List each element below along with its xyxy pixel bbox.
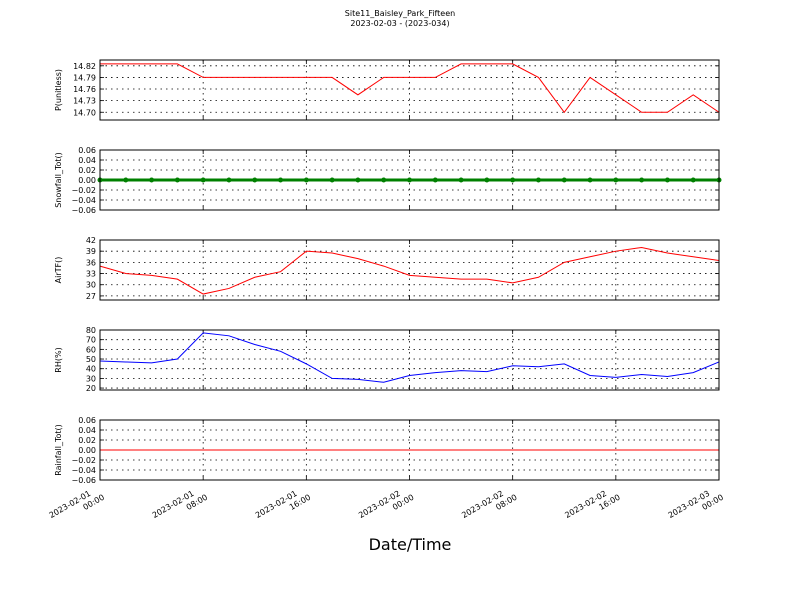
series-marker xyxy=(664,177,670,183)
y-tick-label: 30 xyxy=(86,281,96,290)
series-marker xyxy=(329,177,335,183)
y-axis-label: Snowfall_Tot() xyxy=(54,152,63,208)
series-marker xyxy=(123,177,129,183)
y-tick-label: 0.02 xyxy=(78,436,96,445)
y-axis-label: AirTF() xyxy=(54,257,63,284)
series-marker xyxy=(355,177,361,183)
y-tick-label: 0.00 xyxy=(78,176,96,185)
series-marker xyxy=(587,177,593,183)
y-tick-label: 33 xyxy=(86,270,96,279)
x-tick-label: 2023-02-01 16:00 xyxy=(254,484,312,529)
series-marker xyxy=(278,177,284,183)
series-line xyxy=(99,246,720,295)
x-tick-label: 2023-02-02 00:00 xyxy=(357,484,415,529)
series-marker xyxy=(432,177,438,183)
y-tick-label: 14.70 xyxy=(73,108,96,117)
plot-frame xyxy=(99,59,720,121)
y-tick-label: 0.04 xyxy=(78,426,96,435)
y-axis-label: P(unitless) xyxy=(54,69,63,111)
series-marker xyxy=(458,177,464,183)
chart-subtitle: 2023-02-03 - (2023-034) xyxy=(350,19,449,28)
y-tick-label: 0.04 xyxy=(78,156,96,165)
plot-frame xyxy=(99,239,720,301)
y-tick-label: 39 xyxy=(86,247,96,256)
series-marker xyxy=(149,177,155,183)
plot-frame xyxy=(99,149,720,211)
y-axis-label: Rainfall_Tot() xyxy=(54,424,63,476)
y-tick-label: 0.00 xyxy=(78,446,96,455)
y-tick-label: 0.02 xyxy=(78,166,96,175)
y-tick-label: 60 xyxy=(86,345,96,354)
y-tick-label: 20 xyxy=(86,384,96,393)
y-tick-label: 40 xyxy=(86,365,96,374)
series-marker xyxy=(407,177,412,183)
y-tick-label: 14.79 xyxy=(73,73,96,82)
y-tick-label: −0.06 xyxy=(71,476,96,485)
y-tick-label: 14.82 xyxy=(73,62,96,71)
x-tick-label: 2023-02-03 00:00 xyxy=(667,484,725,529)
series-marker xyxy=(535,177,541,183)
y-axis-label: RH(%) xyxy=(54,347,63,372)
x-tick-label: 2023-02-01 08:00 xyxy=(151,484,209,529)
series-line xyxy=(99,332,720,383)
x-axis-label: Date/Time xyxy=(369,535,452,554)
series-marker xyxy=(174,177,180,183)
plot-frame xyxy=(99,419,720,481)
series-marker xyxy=(690,177,696,183)
y-tick-label: 14.73 xyxy=(73,97,96,106)
y-tick-label: 42 xyxy=(86,236,96,245)
series-marker xyxy=(639,177,645,183)
series-marker xyxy=(252,177,258,183)
series-marker xyxy=(561,177,567,183)
plot-frame xyxy=(99,329,720,391)
y-tick-label: 14.76 xyxy=(73,85,96,94)
y-tick-label: 0.06 xyxy=(78,416,96,425)
x-tick-label: 2023-02-01 00:00 xyxy=(48,484,106,529)
y-tick-label: 0.06 xyxy=(78,146,96,155)
chart-title: Site11_Baisley_Park_Fifteen xyxy=(345,9,455,18)
y-tick-label: 30 xyxy=(86,374,96,383)
y-tick-label: −0.02 xyxy=(71,186,96,195)
y-tick-label: 50 xyxy=(86,355,96,364)
series-marker xyxy=(226,177,232,183)
series-marker xyxy=(200,177,206,183)
y-tick-label: 27 xyxy=(86,292,96,301)
y-tick-label: −0.04 xyxy=(71,196,96,205)
y-tick-label: 36 xyxy=(86,258,96,267)
series-marker xyxy=(484,177,490,183)
y-tick-label: −0.06 xyxy=(71,206,96,215)
series-marker xyxy=(303,177,309,183)
series-marker xyxy=(381,177,387,183)
series-line xyxy=(100,63,720,114)
y-tick-label: 70 xyxy=(86,336,96,345)
x-tick-label: 2023-02-02 08:00 xyxy=(460,484,518,529)
y-tick-label: −0.04 xyxy=(71,466,96,475)
y-tick-label: −0.02 xyxy=(71,456,96,465)
y-tick-label: 80 xyxy=(86,326,96,335)
series-marker xyxy=(613,177,619,183)
series-marker xyxy=(510,177,516,183)
x-tick-label: 2023-02-02 16:00 xyxy=(563,484,621,529)
